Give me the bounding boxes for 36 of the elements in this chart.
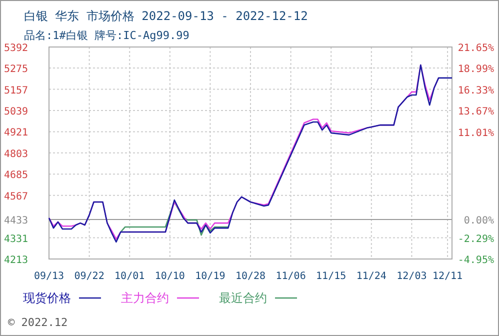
y-tick-label: 4921 [4,128,28,139]
y-tick-label: 5039 [4,106,28,118]
x-tick-label: 11/15 [316,271,346,282]
x-tick-label: 10/28 [235,271,266,282]
legend: 主力合约 [121,291,169,305]
y2-tick-label: 16.33% [458,85,494,96]
y2-tick-label: 13.67% [458,106,494,118]
y-tick-label: 5392 [4,43,28,54]
legend: 最近合约 [219,291,267,305]
y-tick-label: 4685 [4,170,28,182]
y-tick-label: 4803 [4,148,28,160]
y-tick-label: 4213 [4,255,28,266]
y2-tick-label: 18.99% [458,64,494,76]
x-tick-label: 12/11 [432,271,463,282]
y-tick-label: 5157 [4,85,28,96]
y-tick-label: 4567 [4,191,28,202]
title: 白银 华东 市场价格 2022-09-13 - 2022-12-12 [24,9,308,23]
y2-tick-label: 11.01% [458,128,494,139]
y-tick-label: 4433 [4,215,28,226]
y2-tick-label: -2.29% [458,234,494,245]
x-tick-label: 09/13 [34,271,64,282]
x-tick-label: 11/24 [356,271,386,282]
x-tick-label: 09/22 [74,271,104,282]
y-tick-label: 4331 [4,234,28,245]
y2-tick-label: 21.65% [458,43,494,54]
x-tick-label: 10/19 [195,271,226,282]
y2-tick-label: -4.95% [458,255,494,266]
subtitle: 品名:1#白银 牌号:IC-Ag99.99 [24,29,190,42]
y2-tick-label: 0.00% [464,216,494,227]
legend: 现货价格 [23,291,71,305]
x-tick-label: 11/06 [276,271,306,282]
y-tick-label: 5275 [4,64,28,76]
x-tick-label: 10/01 [114,271,145,282]
annotation: © 2022.12 [8,316,68,329]
x-tick-label: 12/03 [396,271,427,282]
x-tick-label: 10/10 [154,271,185,282]
